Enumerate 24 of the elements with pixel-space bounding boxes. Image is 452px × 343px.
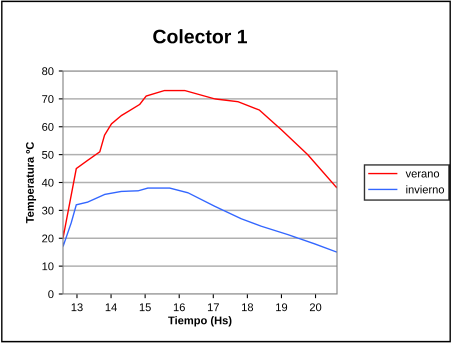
- x-tick-label: 18: [242, 303, 254, 312]
- y-tick-label: 50: [42, 150, 54, 159]
- x-tick-label: 13: [72, 303, 83, 312]
- y-tick-label: 30: [42, 206, 54, 215]
- chart-title: Colector 1: [153, 29, 248, 44]
- y-tick-label: 40: [42, 178, 54, 187]
- y-tick-label: 10: [42, 262, 54, 270]
- legend-label: invierno: [406, 185, 444, 194]
- x-axis-title: Tiempo (Hs): [168, 316, 232, 327]
- line-series: [63, 90, 337, 239]
- y-tick-label: 80: [42, 67, 54, 76]
- y-tick-label: 60: [42, 123, 54, 131]
- y-tick-label: 70: [42, 95, 54, 104]
- y-tick-label: 0: [48, 290, 54, 298]
- legend-label: verano: [406, 171, 440, 178]
- x-tick-label: 20: [310, 303, 322, 312]
- x-tick-label: 19: [276, 303, 288, 312]
- x-tick-label: 17: [208, 303, 219, 312]
- line-series: [63, 187, 337, 253]
- x-tick-label: 14: [106, 303, 117, 312]
- y-axis-title: Temperatura ºC: [26, 142, 36, 224]
- y-tick-label: 20: [42, 234, 54, 242]
- x-tick-label: 15: [140, 303, 151, 312]
- x-tick-label: 16: [174, 303, 185, 312]
